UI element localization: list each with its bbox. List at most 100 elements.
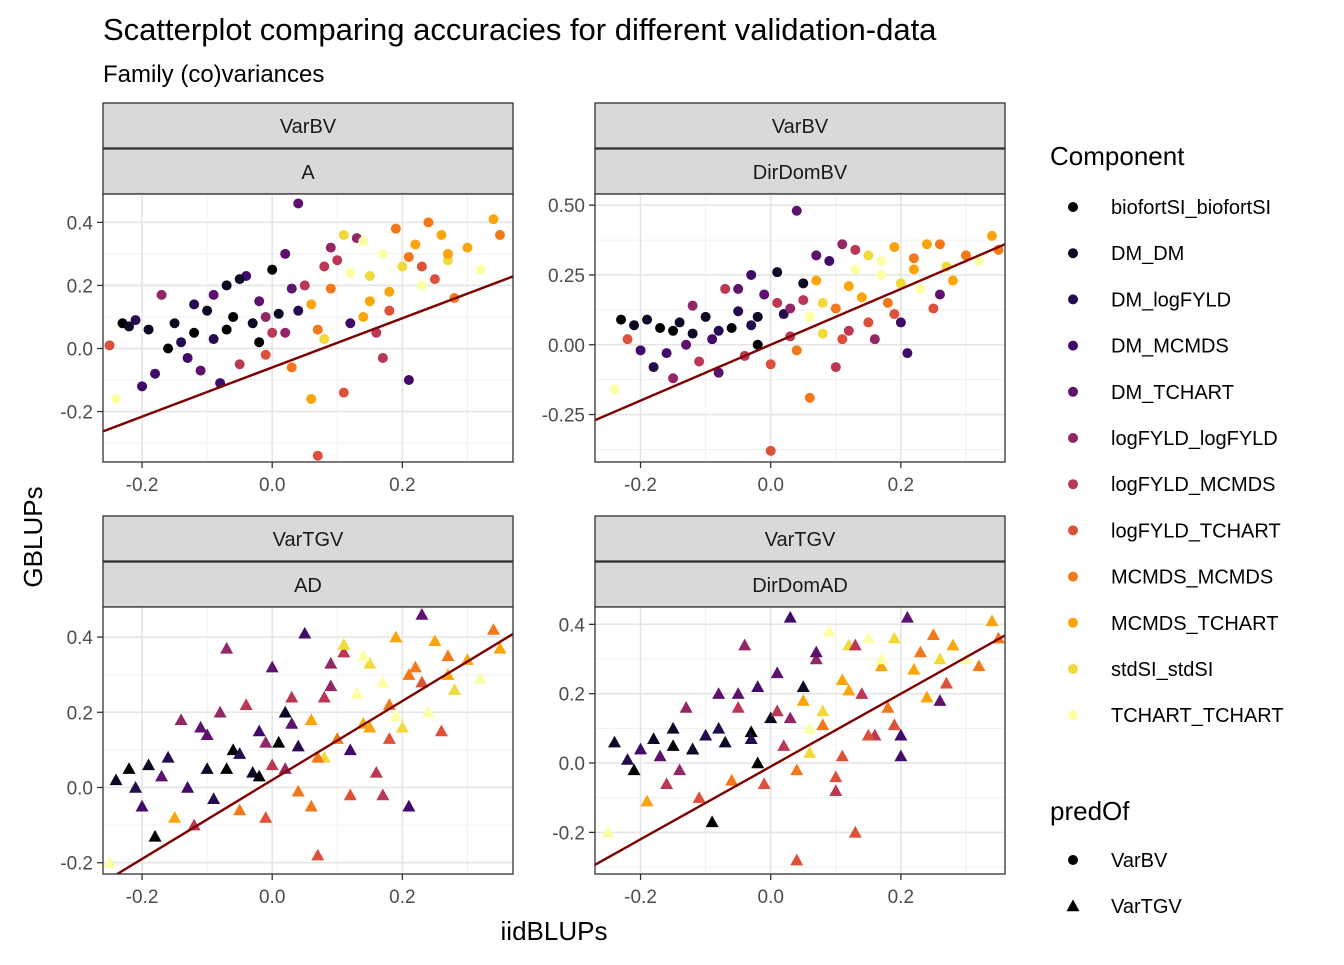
data-point (777, 739, 791, 751)
data-point (816, 704, 830, 717)
data-point (635, 345, 646, 356)
data-point (286, 362, 297, 373)
data-point (129, 781, 143, 793)
data-point (337, 645, 351, 658)
data-point (260, 311, 271, 322)
data-point (369, 765, 383, 778)
data-point (928, 303, 939, 314)
y-tick-label: 0.0 (559, 754, 585, 775)
data-point (338, 387, 349, 398)
data-point (744, 725, 758, 738)
legend-entry-label: biofortSI_biofortSI (1111, 197, 1271, 219)
data-point (895, 278, 906, 289)
data-point (460, 653, 474, 665)
data-point (816, 718, 830, 731)
data-point (254, 337, 265, 348)
legend-entry-label: DM_logFYLD (1111, 289, 1231, 311)
x-tick-label: -0.2 (126, 887, 159, 908)
x-tick-label: 0.2 (888, 475, 914, 496)
data-point (376, 788, 390, 801)
data-point (842, 683, 856, 696)
data-point (168, 811, 182, 823)
data-point (208, 334, 219, 345)
data-point (473, 671, 487, 684)
data-point (804, 392, 815, 403)
data-point (109, 773, 123, 786)
data-point (416, 261, 427, 272)
legend-entry-label: MCMDS_MCMDS (1111, 567, 1273, 589)
fit-line (103, 275, 513, 433)
data-point (752, 311, 763, 322)
data-point (876, 269, 887, 280)
y-tick-label: 0.0 (67, 339, 93, 360)
y-tick-label: 0.50 (548, 196, 585, 217)
strip-bottom (102, 148, 514, 195)
strip-top-label: VarBV (280, 116, 337, 138)
data-point (408, 660, 422, 673)
y-tick-label: -0.2 (60, 403, 93, 424)
data-point (343, 743, 357, 756)
data-point (338, 229, 349, 240)
fit-line (114, 632, 513, 874)
data-point (189, 299, 200, 310)
data-point (627, 763, 641, 776)
data-point (436, 229, 447, 240)
y-axis-label: GBLUPs (18, 486, 48, 587)
data-point (421, 705, 435, 718)
strip-bottom (102, 561, 514, 608)
data-point (913, 645, 927, 658)
data-point (713, 367, 724, 378)
data-point (447, 683, 461, 695)
data-point (181, 781, 195, 793)
data-point (299, 280, 310, 291)
data-point (700, 311, 711, 322)
data-point (751, 756, 765, 769)
data-point (731, 687, 745, 699)
data-point (713, 325, 724, 336)
data-point (634, 742, 648, 755)
data-point (679, 701, 693, 713)
data-point (759, 289, 770, 300)
data-point (908, 253, 919, 264)
data-point (726, 323, 737, 333)
data-point (135, 799, 149, 812)
data-point (653, 749, 667, 762)
data-point (985, 614, 999, 627)
data-point (817, 328, 828, 339)
panel-border (102, 606, 514, 875)
data-point (856, 292, 867, 303)
legend-entry-label: logFYLD_TCHART (1111, 520, 1281, 542)
data-point (770, 666, 784, 679)
x-tick-label: 0.0 (758, 887, 784, 908)
strip-top-label: VarBV (772, 116, 829, 138)
data-point (798, 295, 809, 306)
data-point (895, 317, 906, 328)
data-point (202, 305, 213, 316)
data-point (894, 728, 908, 741)
data-point (233, 803, 247, 816)
data-point (960, 250, 971, 261)
data-point (668, 373, 679, 384)
y-tick-label: 0.00 (548, 336, 585, 357)
data-point (356, 649, 370, 662)
legend-predof-title: predOf (1050, 796, 1130, 826)
data-point (900, 610, 914, 623)
data-point (311, 848, 325, 861)
panel-4: VarTGV DirDomAD -0.2 0.0 0.2 -0.2 0.0 0.2 0.4 (552, 515, 1006, 908)
data-point (163, 343, 174, 354)
data-point (765, 445, 776, 456)
legend-entry-label: logFYLD_MCMDS (1111, 474, 1275, 496)
y-tick-label: 0.2 (67, 703, 93, 724)
y-tick-label: 0.4 (67, 213, 94, 234)
data-point (143, 324, 154, 335)
data-point (247, 318, 258, 329)
data-point (246, 765, 260, 778)
data-point (267, 327, 278, 338)
data-point (934, 289, 945, 300)
data-point (384, 286, 395, 297)
panels-layer: VarBV A -0.2 0.0 0.2 -0.2 0.0 0.2 0.4 VarBV DirDom… (60, 102, 1006, 908)
data-point (187, 818, 201, 831)
data-point (778, 309, 789, 320)
data-point (291, 739, 305, 752)
legend-swatch (1068, 571, 1078, 582)
